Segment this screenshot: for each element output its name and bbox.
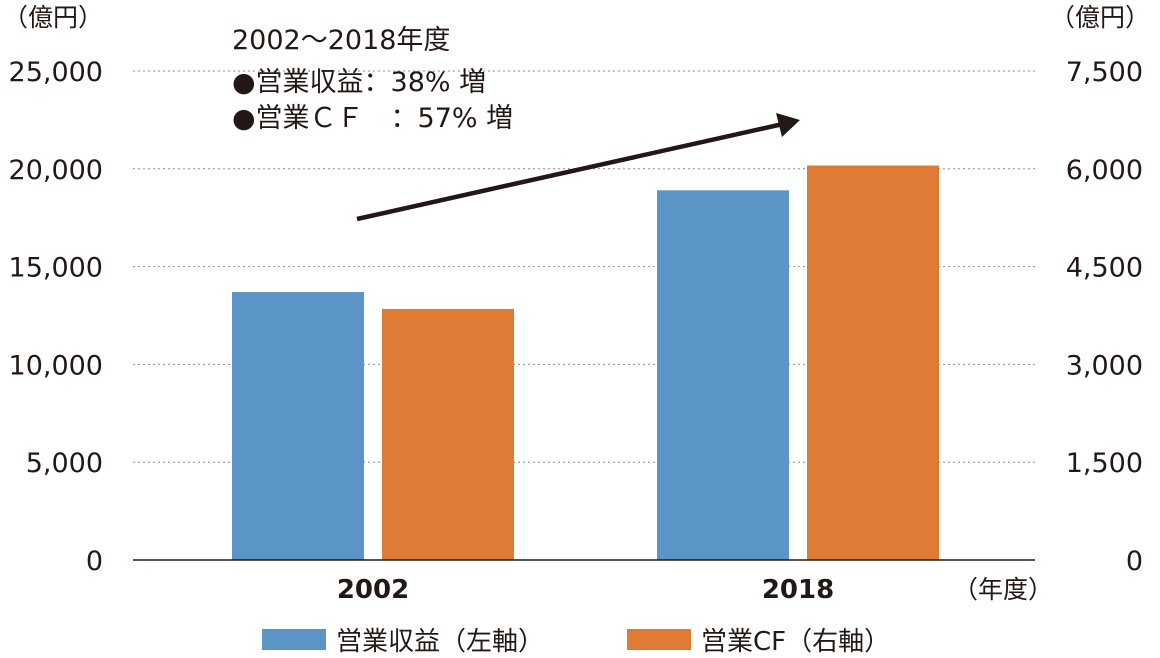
left-tick-label: 15,000: [9, 253, 103, 284]
left-tick-label: 25,000: [9, 57, 103, 88]
legend-revenue-swatch: [262, 628, 326, 650]
left-tick-label: 20,000: [9, 155, 103, 186]
annotation-period: 2002〜2018年度: [232, 25, 451, 56]
legend-cashflow-swatch: [627, 628, 691, 650]
left-tick-label: 5,000: [26, 448, 103, 479]
legend-cashflow: 営業CF（右軸）: [627, 622, 891, 657]
cashflow-bar-2018: [807, 165, 939, 561]
legend-revenue-label: 営業収益（左軸）: [336, 626, 545, 657]
x-axis-unit: （年度）: [953, 575, 1053, 604]
revenue-bar-2018: [657, 190, 789, 561]
right-tick-label: 1,500: [1066, 448, 1143, 479]
left-tick-label: 0: [86, 546, 103, 577]
annotation-cashflow-growth: ●営業ＣＦ ：57% 増: [232, 103, 514, 134]
right-tick-label: 6,000: [1066, 155, 1143, 186]
trend-arrow: [356, 121, 784, 222]
legend-cashflow-label: 営業CF（右軸）: [701, 626, 891, 657]
cashflow-bar-2002: [382, 308, 514, 560]
right-axis-unit: （億円）: [1050, 3, 1150, 32]
right-tick-label: 7,500: [1066, 57, 1143, 88]
right-tick-label: 3,000: [1066, 350, 1143, 381]
left-axis-unit: （億円）: [3, 3, 103, 32]
category-label: 2002: [337, 575, 409, 605]
legend-revenue: 営業収益（左軸）: [262, 622, 545, 657]
right-tick-label: 0: [1126, 546, 1143, 577]
trend-arrow-head: [776, 113, 800, 137]
revenue-bar-2002: [232, 292, 364, 560]
left-tick-label: 10,000: [9, 350, 103, 381]
annotation-revenue-growth: ●営業収益：38% 増: [232, 67, 487, 98]
right-tick-label: 4,500: [1066, 253, 1143, 284]
category-label: 2018: [762, 575, 834, 605]
bar-chart: （億円） （億円） 0 0 5,000 1,500 10,000 3,000 15,000 4…: [3, 3, 1150, 605]
